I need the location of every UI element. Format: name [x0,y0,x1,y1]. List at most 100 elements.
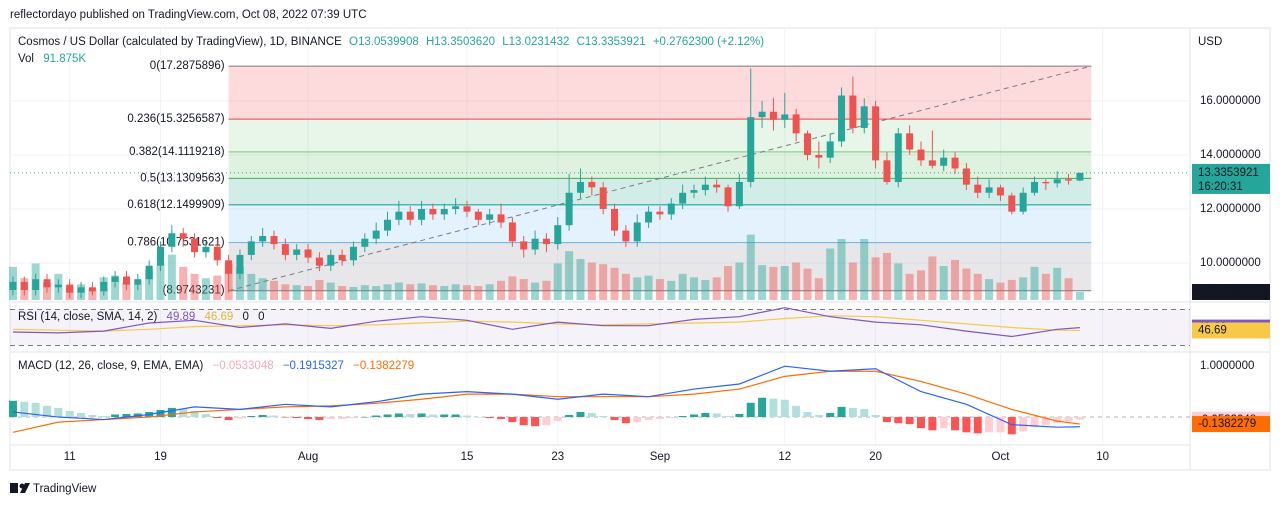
candle-body [1030,181,1038,193]
candle-body [667,203,675,215]
candle-body [906,133,914,150]
x-tick-label: 19 [154,451,167,463]
candle-body [849,95,857,128]
macd-histogram-bar [167,407,176,418]
volume-bar [372,286,381,300]
macd-histogram-bar [428,414,437,418]
macd-histogram-bar [8,400,17,418]
macd-histogram-bar [655,417,664,420]
candle-body [1076,172,1084,181]
candle-body [1065,179,1073,181]
macd-histogram-bar [417,413,426,418]
rsi-extra: 0 [258,311,264,323]
volume-bar [417,283,426,300]
volume-bar [474,286,483,300]
chart-frame [9,27,1271,471]
candle-body [554,225,562,245]
macd-histogram-bar [803,411,812,418]
low-value: L13.0231432 [502,36,569,48]
candle-body [701,184,709,191]
volume-bar [156,263,165,300]
candle-body [747,117,755,182]
volume-bar [837,238,846,300]
volume-bar [315,279,324,300]
macd-histogram-bar [792,405,801,418]
volume-bar [712,277,721,300]
candle-body [145,265,153,280]
high-value: H13.3503620 [426,36,495,48]
candle-body [20,281,28,291]
candle-body [917,149,925,161]
macd-histogram-bar [916,417,925,429]
volume-bar [553,263,562,300]
volume-bar [1075,291,1084,300]
macd-histogram-bar [758,397,767,418]
candle-body [395,211,403,220]
currency: USD [1198,36,1222,48]
volume-title: Vol [18,53,34,65]
volume-bar [599,264,608,300]
fib-trend-line [228,65,1092,292]
candle-body [576,181,584,193]
candle-body [985,187,993,193]
macd-histogram-bar [1007,417,1016,435]
candle-body [77,287,85,293]
volume-bar [678,273,687,300]
macd-histogram-bar [894,417,903,424]
volume-bar [440,286,449,300]
macd-histogram-bar [326,417,335,420]
volume-bar [326,282,335,300]
candle-body [1008,195,1016,212]
candle-body [54,284,62,288]
candle-body [679,192,687,204]
macd-histogram-bar [485,417,494,419]
candle-body [860,106,868,128]
volume-bar [848,262,857,300]
macd-histogram-bar [1030,417,1039,428]
macd-histogram-bar [258,415,267,418]
macd-histogram-bar [54,407,63,418]
candle-body [32,279,40,291]
macd-histogram-bar [905,417,914,425]
rsi-line [12,307,1080,338]
candle-body [1053,179,1061,184]
candle-body [327,254,335,266]
volume-bar [780,266,789,300]
rsi-band [10,309,1190,346]
volume-bar [258,278,267,300]
rsi-sma-line [12,315,1080,332]
candle-body [815,154,823,158]
candle-body [440,208,448,215]
macd-histogram-bar [156,409,165,418]
x-tick-label: Aug [298,451,318,463]
candle-body [633,222,641,242]
volume-bar [111,275,120,300]
macd-histogram-bar [201,413,210,418]
macd-histogram-bar [1019,417,1028,432]
rsi-legend: RSI (14, close, SMA, 14, 2) 49.89 46.69 … [18,311,265,323]
candle-body [872,106,880,161]
macd-histogram-bar [65,410,74,418]
macd-histogram-bar [871,415,880,418]
macd-histogram-bar [338,417,347,420]
volume-bar [508,276,517,300]
volume-bar [792,262,801,300]
signal-last-label-box [1192,416,1270,433]
macd-histogram-bar [406,413,415,418]
candle-body [951,157,959,169]
volume-bar [701,279,710,300]
legend-row: Cosmos / US Dollar (calculated by Tradin… [18,36,764,48]
volume-bar [655,279,664,300]
fib-zone [228,66,1092,120]
volume-bar [133,284,142,300]
open-value: O13.0539908 [349,36,419,48]
rsi-sma-value: 46.69 [205,311,234,323]
signal-last-label: -0.1382279 [1198,418,1256,430]
candle-body [656,211,664,215]
macd-histogram-bar [712,413,721,418]
macd-histogram-bar [735,413,744,418]
volume-bar [519,279,528,300]
macd-histogram-bar [349,417,358,419]
volume-bar [882,252,891,300]
macd-histogram-bar [20,401,29,418]
